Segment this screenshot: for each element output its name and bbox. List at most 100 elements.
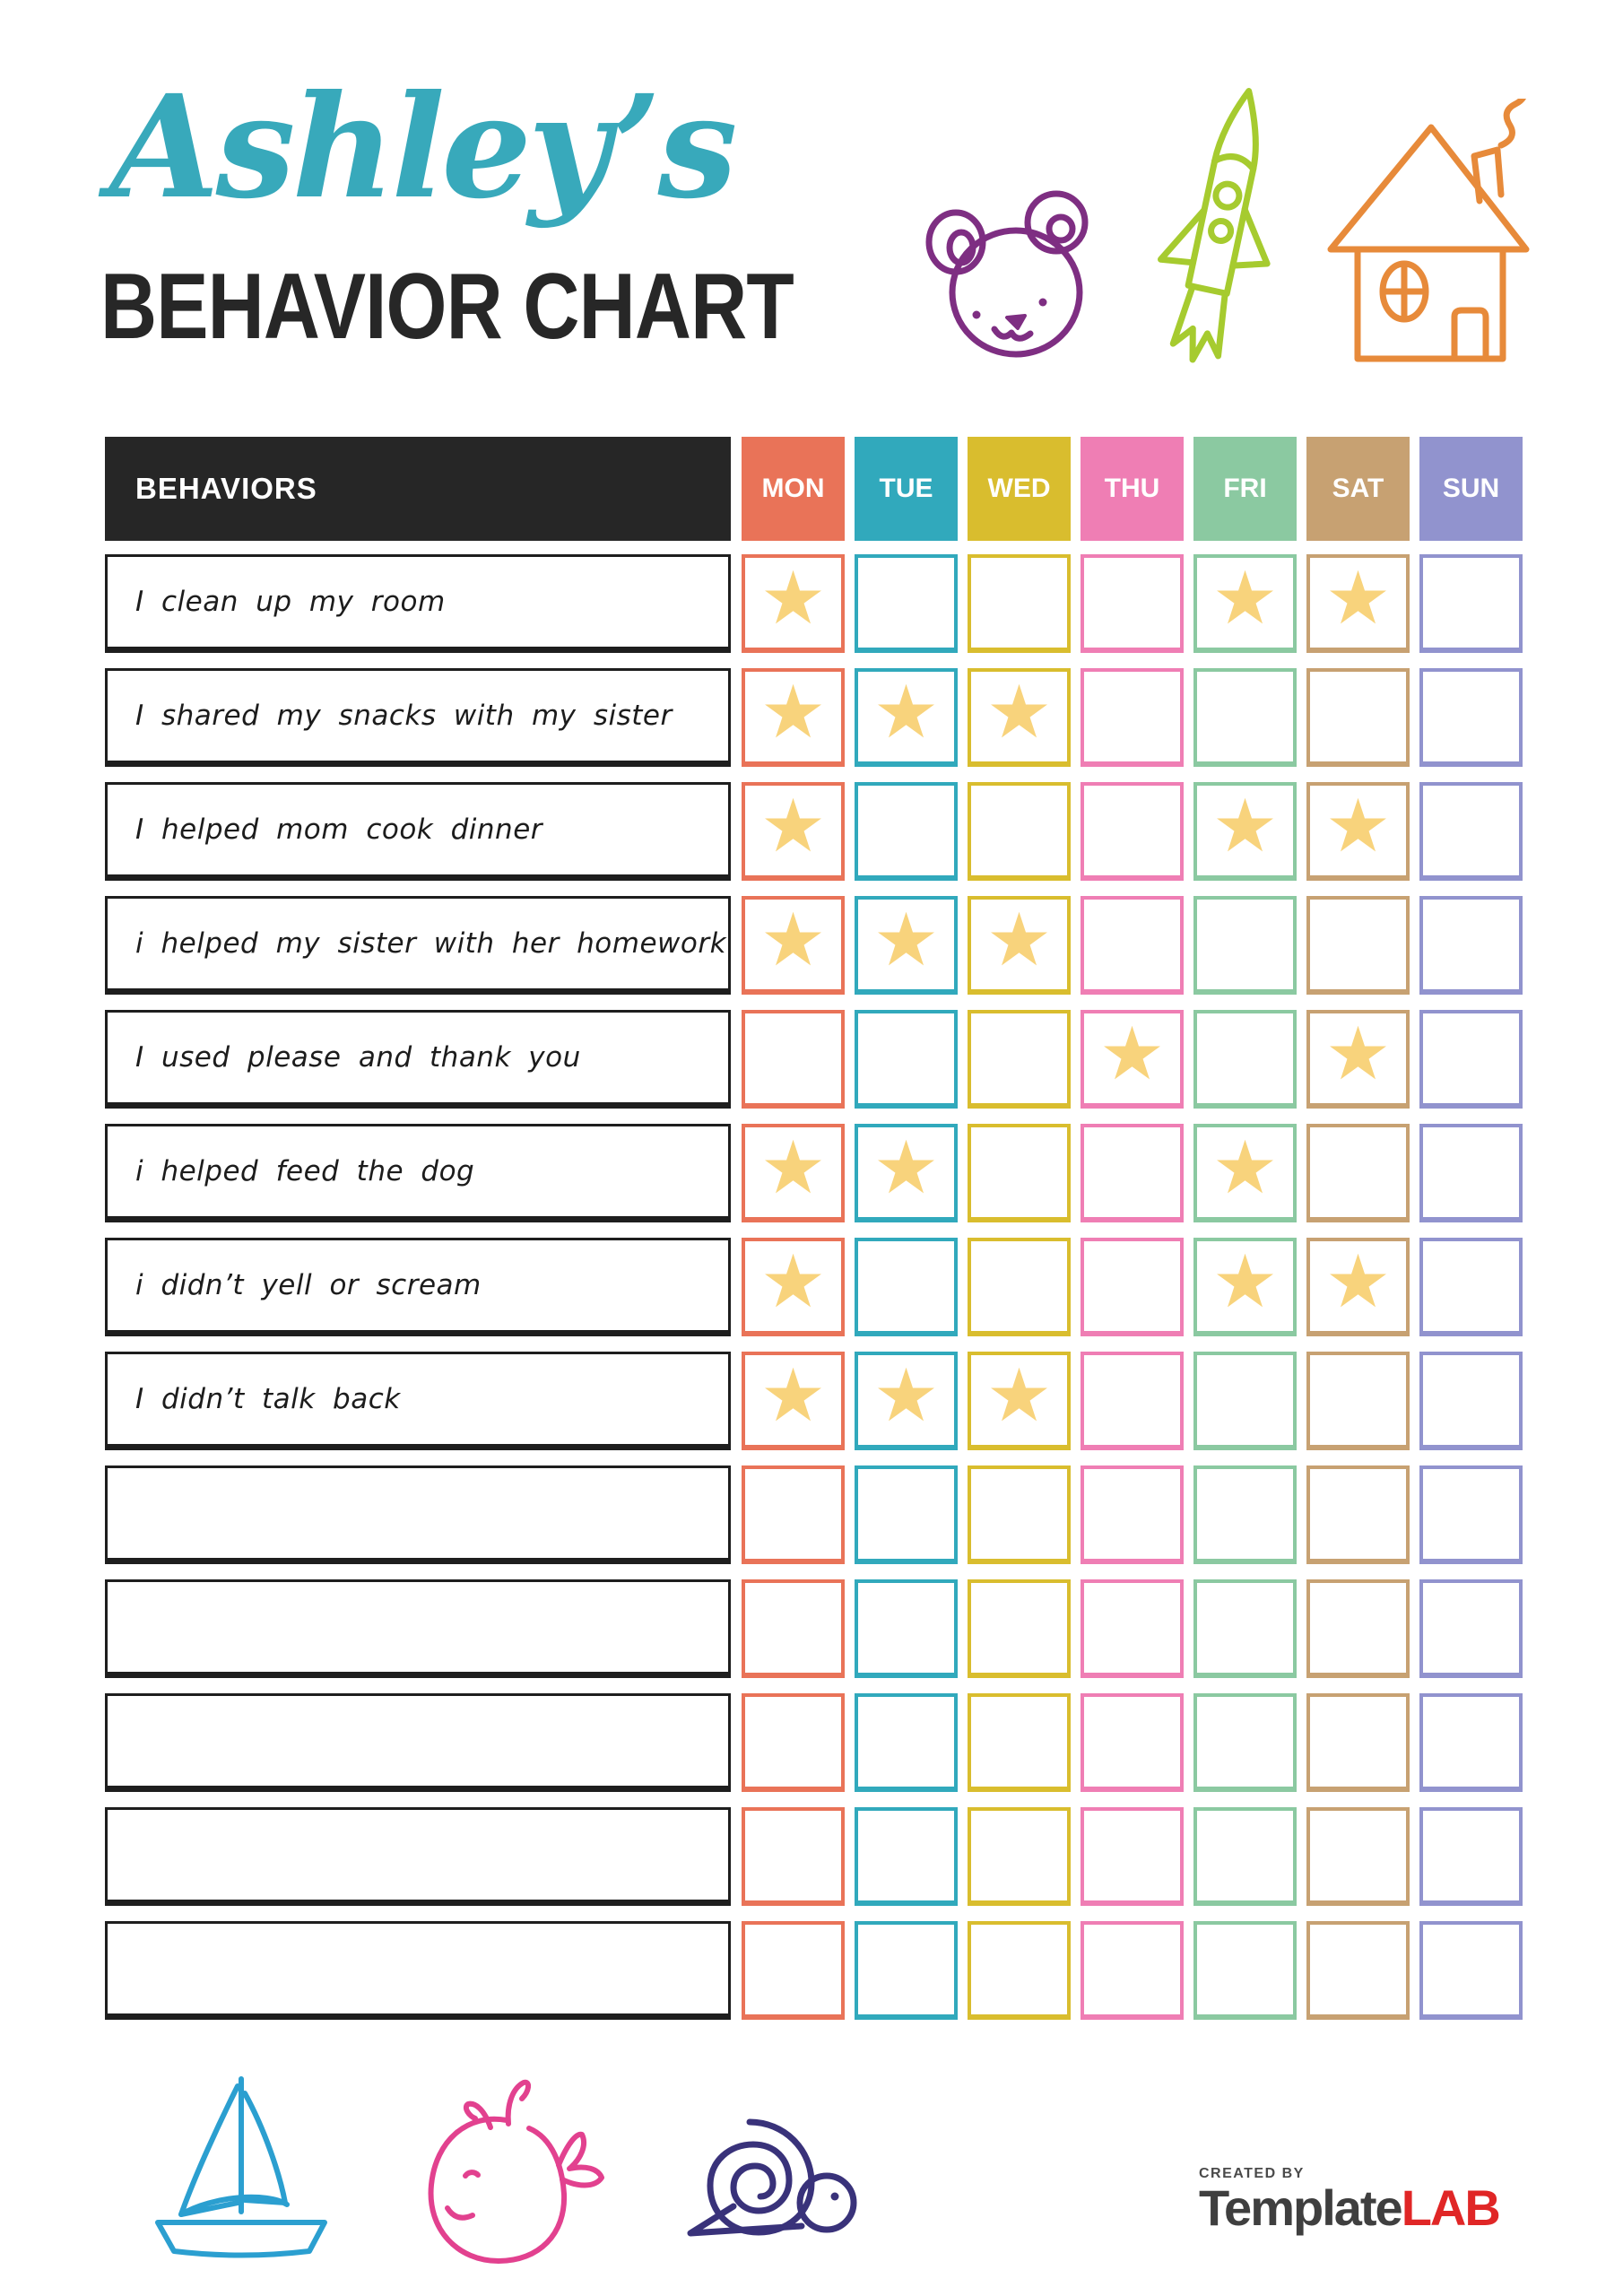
behavior-label bbox=[105, 1693, 731, 1792]
star-cell-wed bbox=[968, 1579, 1071, 1678]
star-cell-tue bbox=[855, 1238, 958, 1336]
star-cell-fri: ★ bbox=[1193, 1238, 1297, 1336]
bear-icon bbox=[920, 187, 1124, 362]
snail-icon bbox=[640, 2106, 875, 2251]
star-cell-sun bbox=[1419, 1238, 1523, 1336]
day-cells: ★ ★ ★ bbox=[742, 896, 1523, 995]
star-cell-thu bbox=[1081, 896, 1184, 995]
star-cell-tue: ★ bbox=[855, 896, 958, 995]
day-header-sun: SUN bbox=[1419, 437, 1523, 541]
star-icon: ★ bbox=[1324, 1239, 1392, 1325]
behavior-label: i didn’t yell or scream bbox=[105, 1238, 731, 1336]
star-cell-fri bbox=[1193, 1807, 1297, 1906]
star-icon: ★ bbox=[985, 898, 1053, 983]
star-cell-sat bbox=[1306, 1352, 1410, 1450]
star-cell-mon bbox=[742, 1579, 845, 1678]
star-cell-sat bbox=[1306, 1579, 1410, 1678]
day-header-wed: WED bbox=[968, 437, 1071, 541]
star-cell-sun bbox=[1419, 1352, 1523, 1450]
star-icon: ★ bbox=[1211, 1126, 1279, 1211]
star-cell-wed bbox=[968, 554, 1071, 653]
star-cell-sat: ★ bbox=[1306, 1010, 1410, 1109]
brand-template-text: Template bbox=[1199, 2179, 1403, 2236]
star-cell-tue bbox=[855, 1693, 958, 1792]
day-cells: ★ ★ bbox=[742, 1010, 1523, 1109]
day-cells bbox=[742, 1921, 1523, 2020]
star-cell-mon bbox=[742, 1921, 845, 2020]
star-cell-sat bbox=[1306, 1807, 1410, 1906]
created-by-label: CREATED BY bbox=[1199, 2166, 1305, 2181]
behavior-row: i didn’t yell or scream ★ ★ ★ bbox=[105, 1238, 1523, 1336]
star-cell-fri: ★ bbox=[1193, 554, 1297, 653]
star-cell-thu bbox=[1081, 1807, 1184, 1906]
star-cell-mon: ★ bbox=[742, 1352, 845, 1450]
star-cell-tue bbox=[855, 554, 958, 653]
star-cell-sat bbox=[1306, 668, 1410, 767]
star-cell-tue: ★ bbox=[855, 1124, 958, 1222]
behavior-label: i helped feed the dog bbox=[105, 1124, 731, 1222]
star-cell-sun bbox=[1419, 896, 1523, 995]
star-cell-fri bbox=[1193, 668, 1297, 767]
star-cell-mon: ★ bbox=[742, 896, 845, 995]
brand-lab-text: LAB bbox=[1401, 2179, 1501, 2236]
star-cell-tue bbox=[855, 1010, 958, 1109]
star-cell-fri bbox=[1193, 1693, 1297, 1792]
star-cell-mon bbox=[742, 1807, 845, 1906]
star-icon: ★ bbox=[872, 1126, 940, 1211]
star-cell-sat bbox=[1306, 1921, 1410, 2020]
star-icon: ★ bbox=[759, 1239, 827, 1325]
table-body: I clean up my room ★ ★ ★ I shared my snacks … bbox=[105, 554, 1523, 2020]
star-cell-thu bbox=[1081, 1693, 1184, 1792]
star-icon: ★ bbox=[759, 898, 827, 983]
star-cell-thu bbox=[1081, 1124, 1184, 1222]
star-cell-sun bbox=[1419, 554, 1523, 653]
day-header-sat: SAT bbox=[1306, 437, 1410, 541]
behavior-label bbox=[105, 1807, 731, 1906]
star-cell-wed bbox=[968, 782, 1071, 881]
templatelab-logo: CREATED BY TemplateLAB bbox=[1199, 2166, 1501, 2233]
star-icon: ★ bbox=[759, 1126, 827, 1211]
star-cell-mon bbox=[742, 1465, 845, 1564]
day-cells: ★ ★ ★ bbox=[742, 1124, 1523, 1222]
star-cell-thu bbox=[1081, 782, 1184, 881]
star-cell-fri bbox=[1193, 1465, 1297, 1564]
star-cell-sun bbox=[1419, 1579, 1523, 1678]
star-cell-thu bbox=[1081, 1465, 1184, 1564]
star-icon: ★ bbox=[1324, 1012, 1392, 1097]
child-name-title: Ashley’s bbox=[109, 65, 738, 230]
star-icon: ★ bbox=[1211, 1239, 1279, 1325]
star-cell-tue: ★ bbox=[855, 1352, 958, 1450]
star-cell-sun bbox=[1419, 782, 1523, 881]
day-cells: ★ ★ ★ bbox=[742, 1352, 1523, 1450]
day-header-thu: THU bbox=[1081, 437, 1184, 541]
star-icon: ★ bbox=[759, 1353, 827, 1439]
star-cell-fri bbox=[1193, 1579, 1297, 1678]
behavior-row: i helped feed the dog ★ ★ ★ bbox=[105, 1124, 1523, 1222]
star-cell-mon: ★ bbox=[742, 1124, 845, 1222]
whale-icon bbox=[386, 2048, 615, 2269]
star-cell-wed bbox=[968, 1693, 1071, 1792]
star-cell-tue bbox=[855, 782, 958, 881]
star-cell-fri bbox=[1193, 1352, 1297, 1450]
star-cell-fri bbox=[1193, 1921, 1297, 2020]
sailboat-icon bbox=[131, 2068, 353, 2264]
day-cells: ★ ★ ★ bbox=[742, 668, 1523, 767]
day-cells bbox=[742, 1465, 1523, 1564]
star-cell-wed bbox=[968, 1921, 1071, 2020]
behavior-label bbox=[105, 1579, 731, 1678]
star-cell-fri: ★ bbox=[1193, 1124, 1297, 1222]
behavior-row bbox=[105, 1807, 1523, 1906]
star-cell-tue bbox=[855, 1579, 958, 1678]
day-header-mon: MON bbox=[742, 437, 845, 541]
star-cell-fri: ★ bbox=[1193, 782, 1297, 881]
behavior-row bbox=[105, 1693, 1523, 1792]
behavior-label bbox=[105, 1465, 731, 1564]
behavior-row: I used please and thank you ★ ★ bbox=[105, 1010, 1523, 1109]
star-cell-wed bbox=[968, 1010, 1071, 1109]
star-cell-mon: ★ bbox=[742, 668, 845, 767]
brand-wordmark: TemplateLAB bbox=[1199, 2183, 1501, 2233]
behavior-label: I didn’t talk back bbox=[105, 1352, 731, 1450]
star-cell-sun bbox=[1419, 1010, 1523, 1109]
table-header-row: BEHAVIORS MON TUE WED THU FRI SAT SUN bbox=[105, 437, 1523, 541]
star-cell-mon bbox=[742, 1010, 845, 1109]
